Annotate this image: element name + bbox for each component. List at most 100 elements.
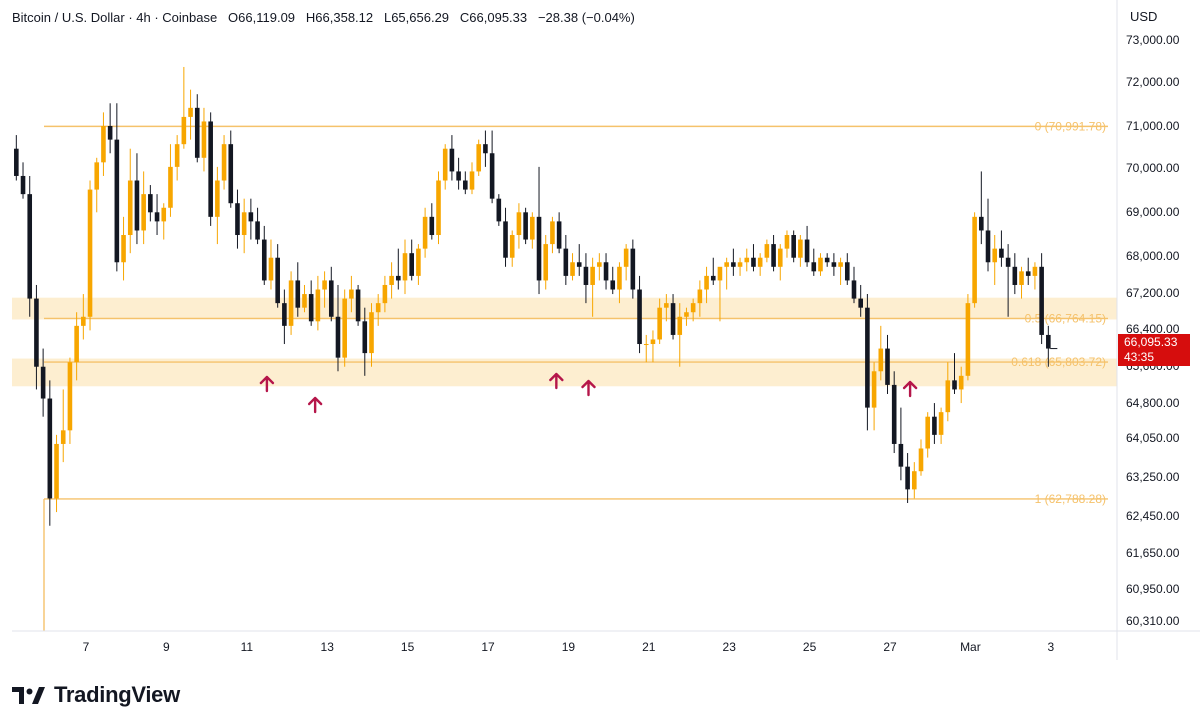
candle-body [87,189,93,317]
candle-body [235,203,240,236]
candle-33 [228,130,234,208]
candle-27 [188,89,193,140]
candle-49 [335,284,341,372]
candle-116 [784,230,790,258]
candle-body [288,280,294,326]
candle-17 [121,216,126,281]
x-tick-label: 21 [642,640,656,654]
candle-body [148,194,153,213]
candle-body [952,380,957,390]
candle-125 [844,253,850,285]
candle-95 [643,334,649,363]
y-tick-label: 66,400.00 [1126,322,1180,336]
candle-25 [174,135,180,181]
candle-1 [14,135,19,181]
candle-body [389,275,394,285]
candle-body [141,194,146,231]
candle-150 [1012,253,1018,295]
candle-body [530,216,535,240]
candle-144 [972,212,977,308]
candle-body [824,257,830,263]
y-tick-label: 69,000.00 [1126,205,1180,219]
candle-body [684,312,689,317]
candle-body [168,166,173,208]
candle-body [992,248,998,263]
candle-body [664,303,669,308]
currency-label[interactable]: USD [1130,9,1158,24]
candle-body [422,216,428,249]
candle-42 [288,271,294,335]
candle-body [335,316,341,358]
candle-101 [684,307,689,326]
candle-body [643,344,649,346]
up-arrow-1 [307,396,323,414]
candle-body [174,144,180,167]
candle-body [208,121,213,217]
candle-79 [536,166,542,295]
y-tick-label: 70,000.00 [1126,161,1180,175]
candle-126 [851,266,857,304]
candle-body [503,221,508,258]
y-tick-label: 72,000.00 [1126,75,1180,89]
up-arrow-shape [307,396,323,414]
candle-107 [724,257,729,290]
candle-body [690,303,696,313]
candle-body [757,257,763,267]
candle-body [456,171,461,181]
candle-119 [804,225,810,267]
candle-body [985,230,991,263]
candle-36 [248,198,254,240]
candle-145 [979,171,984,245]
candle-body [570,262,575,276]
candle-body [295,280,301,308]
tradingview-logo[interactable]: TradingView [12,682,180,708]
candle-52 [355,284,361,326]
candle-body [610,280,616,290]
candle-142 [958,366,964,404]
candle-62 [422,207,428,258]
candle-3 [27,175,33,317]
candle-13 [94,157,100,213]
low-label: L [383,10,392,25]
candle-body [409,253,415,276]
price-axis[interactable]: 73,000.00 72,000.00 71,000.00 70,000.00 69,0… [1116,0,1180,660]
candle-body [831,262,837,267]
candle-body [463,180,468,190]
candle-51 [349,275,354,313]
candle-body [194,107,200,158]
x-tick-label: 15 [401,640,415,654]
candle-93 [630,239,636,299]
candle-body [771,244,776,267]
candle-23 [161,203,167,240]
candle-128 [865,294,870,431]
candle-body [1046,334,1051,349]
candle-10 [74,312,79,381]
candle-7 [54,434,59,513]
candle-body [858,298,863,308]
candle-12 [87,180,93,331]
time-axis[interactable]: 7 9 11 13 15 17 19 21 23 25 27 Mar 3 [12,630,1200,654]
symbol-header: Bitcoin / U.S. Dollar · 4h · Coinbase O6… [12,10,635,25]
candle-117 [791,230,796,263]
x-tick-label: 7 [83,640,90,654]
candle-71 [483,130,488,167]
candle-98 [664,294,669,322]
close-label: C [459,10,470,25]
candle-26 [181,66,187,149]
candle-123 [831,253,837,276]
candle-67 [456,157,461,190]
candle-59 [402,239,408,295]
candle-105 [710,257,716,285]
candle-body [81,316,86,326]
candle-body [54,443,59,499]
fib-zone-1 [12,358,1117,387]
candle-body [838,262,843,267]
candle-body [395,275,401,281]
candle-body [925,416,931,449]
candle-body [958,375,964,390]
candle-body [851,280,857,299]
candle-body [40,366,46,399]
candle-118 [798,235,803,267]
candle-6 [47,380,53,526]
